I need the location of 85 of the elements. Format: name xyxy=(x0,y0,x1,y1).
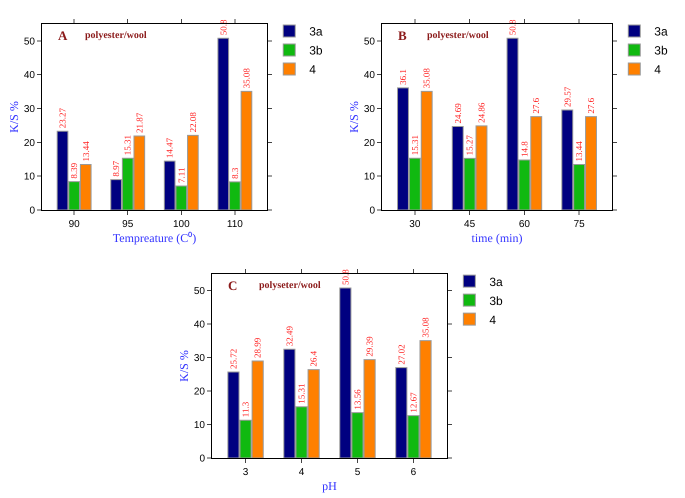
legend-label: 3a xyxy=(309,24,323,39)
y-tick-label: 40 xyxy=(364,70,376,82)
x-tick-label: 5 xyxy=(354,467,361,478)
legend-label: 3a xyxy=(489,274,504,289)
data-label: 35.08 xyxy=(422,68,432,88)
x-tick-label: 100 xyxy=(172,219,190,230)
data-label: 7.11 xyxy=(176,168,186,183)
data-label: 27.02 xyxy=(396,344,406,365)
legend-label: 3b xyxy=(489,294,504,308)
y-tick-label: 0 xyxy=(199,454,206,464)
annotation: polyseter/wool xyxy=(259,280,321,291)
data-label: 21.87 xyxy=(134,112,144,134)
data-label: 15.31 xyxy=(410,134,420,156)
y-axis-title: K/S % xyxy=(177,350,192,382)
legend-label: 4 xyxy=(309,62,316,77)
data-label: 15.31 xyxy=(296,384,307,404)
data-label: 27.6 xyxy=(586,97,596,114)
x-tick-label: 90 xyxy=(68,219,80,230)
annotation: polyester/wool xyxy=(85,30,147,41)
x-axis-title: pH xyxy=(322,478,338,493)
data-label: 14.8 xyxy=(519,140,530,157)
y-tick-label: 0 xyxy=(29,206,36,216)
data-label: 23.27 xyxy=(58,108,68,128)
data-label: 32.49 xyxy=(284,326,294,346)
y-tick-label: 20 xyxy=(364,138,376,149)
x-tick-label: 75 xyxy=(574,219,586,230)
data-label: 28.99 xyxy=(252,337,263,358)
data-label: 15.27 xyxy=(464,134,475,156)
y-tick-label: 10 xyxy=(364,172,376,183)
y-tick-label: 10 xyxy=(24,172,36,183)
y-tick-label: 10 xyxy=(194,420,206,432)
legend-label: 4 xyxy=(654,62,662,77)
data-label: 22.08 xyxy=(188,112,198,132)
x-tick-label: 110 xyxy=(226,219,244,230)
data-label: 24.69 xyxy=(452,102,463,124)
data-label: 8.3 xyxy=(230,167,240,179)
x-tick-label: 60 xyxy=(518,219,530,230)
legend-label: 3b xyxy=(309,44,323,58)
legend-label: 3b xyxy=(654,44,668,58)
y-tick-label: 50 xyxy=(364,36,376,48)
data-label: 36.1 xyxy=(398,69,408,85)
y-tick-label: 20 xyxy=(194,386,206,398)
data-label: 15.31 xyxy=(122,134,133,156)
data-label: 27.6 xyxy=(531,97,542,114)
x-tick-label: 3 xyxy=(242,467,249,478)
y-tick-label: 40 xyxy=(24,70,36,82)
annotation: A xyxy=(58,28,68,43)
data-label: 35.08 xyxy=(420,316,431,338)
y-tick-label: 30 xyxy=(24,104,36,116)
data-label: 25.72 xyxy=(228,348,238,369)
y-tick-label: 20 xyxy=(24,138,36,149)
x-axis-title: time (min) xyxy=(472,230,522,245)
annotation: C xyxy=(228,278,238,293)
annotation: B xyxy=(398,28,407,43)
data-label: 13.56 xyxy=(352,388,362,410)
data-label: 50.8 xyxy=(340,268,350,286)
data-label: 8.97 xyxy=(111,160,122,177)
data-label: 24.86 xyxy=(476,102,486,123)
data-label: 13.44 xyxy=(574,140,584,162)
legend-label: 3a xyxy=(654,24,668,39)
data-label: 35.08 xyxy=(241,68,252,88)
y-axis-title: K/S % xyxy=(7,101,22,133)
y-tick-label: 40 xyxy=(194,320,206,331)
x-tick-label: 4 xyxy=(298,467,305,478)
data-label: 12.67 xyxy=(408,392,418,413)
y-axis-title: K/S % xyxy=(347,101,362,133)
data-label: 29.57 xyxy=(562,86,572,107)
legend-label: 4 xyxy=(489,312,496,327)
y-tick-label: 30 xyxy=(194,353,206,364)
data-label: 8.39 xyxy=(69,162,80,179)
x-axis-title: Tempreature (C⁰) xyxy=(112,230,196,245)
annotation: polyester/wool xyxy=(427,30,489,41)
x-tick-label: 6 xyxy=(410,467,417,478)
data-label: 11.3 xyxy=(240,401,251,418)
y-tick-label: 50 xyxy=(24,36,36,48)
y-tick-label: 50 xyxy=(194,286,206,298)
x-tick-label: 45 xyxy=(464,219,476,230)
data-label: 29.39 xyxy=(364,336,375,357)
data-label: 26.4 xyxy=(308,350,319,367)
data-label: 13.44 xyxy=(80,140,91,162)
y-tick-label: 0 xyxy=(369,206,376,216)
data-label: 14.47 xyxy=(164,137,175,158)
x-tick-label: 30 xyxy=(409,219,421,230)
x-tick-label: 95 xyxy=(122,219,134,230)
y-tick-label: 30 xyxy=(364,104,376,116)
